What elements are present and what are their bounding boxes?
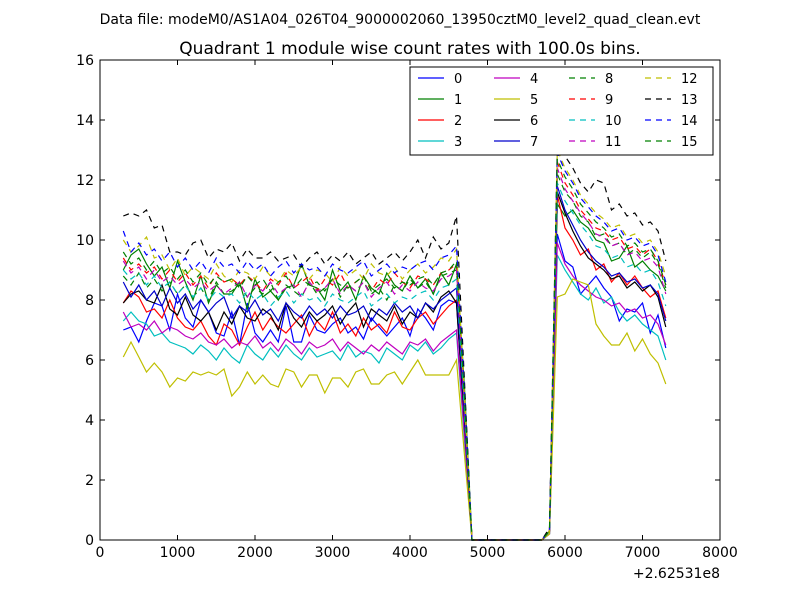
y-tick-label: 0 [85, 533, 94, 549]
y-tick-label: 16 [76, 53, 94, 69]
legend-label-module-4: 4 [530, 72, 538, 87]
legend-label-module-14: 14 [681, 114, 698, 129]
series-line-module-0 [123, 233, 667, 541]
y-tick-label: 10 [76, 233, 94, 249]
plot-area-frame [99, 59, 721, 541]
series-line-module-2 [122, 194, 667, 541]
x-tick-label: 6000 [547, 545, 583, 561]
y-tick-label: 8 [85, 293, 94, 309]
legend-label-module-6: 6 [530, 114, 538, 129]
legend-frame [409, 66, 714, 156]
x-tick-label: 7000 [625, 545, 661, 561]
y-tick-label: 4 [85, 413, 94, 429]
chart-title: Quadrant 1 module wise count rates with … [179, 39, 640, 59]
series-line-module-14 [122, 152, 667, 541]
series-line-module-6 [122, 191, 667, 541]
legend-label-module-8: 8 [605, 72, 613, 87]
legend-label-module-0: 0 [454, 72, 462, 87]
x-tick-label: 1000 [160, 545, 196, 561]
axis-ticks: 0 1000 2000 3000 4000 5000 6000 7000 80000246810… [76, 53, 738, 561]
x-tick-label: 0 [96, 545, 105, 561]
series-line-module-4 [122, 242, 667, 541]
x-tick-label: 3000 [315, 545, 351, 561]
y-tick-label: 14 [76, 113, 94, 129]
y-tick-label: 2 [85, 473, 94, 489]
series-line-module-13 [123, 145, 667, 541]
legend-label-module-7: 7 [530, 135, 538, 150]
legend-label-module-1: 1 [454, 93, 462, 108]
series-line-module-10 [122, 182, 667, 541]
legend-label-module-5: 5 [530, 93, 538, 108]
legend-label-module-3: 3 [454, 135, 462, 150]
legend-label-module-9: 9 [605, 93, 613, 108]
figure-suptitle: Data file: modeM0/AS1A04_026T04_90000020… [100, 12, 701, 28]
y-tick-label: 12 [76, 173, 94, 189]
legend-label-module-10: 10 [605, 114, 622, 129]
x-offset-label: +2.62531e8 [633, 566, 720, 582]
series-line-module-5 [122, 278, 667, 541]
series-line-module-8 [122, 173, 667, 541]
series-line-module-3 [122, 254, 667, 541]
legend-label-module-2: 2 [454, 114, 462, 129]
series-line-module-11 [122, 167, 667, 541]
y-tick-label: 6 [85, 353, 94, 369]
x-tick-label: 2000 [237, 545, 273, 561]
series-line-module-1 [122, 202, 667, 541]
series-line-module-15 [122, 158, 667, 541]
legend-label-module-11: 11 [605, 135, 622, 150]
series-layer [122, 145, 667, 541]
series-line-module-12 [122, 149, 667, 541]
legend-label-module-13: 13 [681, 93, 698, 108]
legend-label-module-12: 12 [681, 72, 698, 87]
x-tick-label: 5000 [470, 545, 506, 561]
legend-label-module-15: 15 [681, 135, 698, 150]
x-tick-label: 4000 [392, 545, 428, 561]
x-tick-label: 8000 [702, 545, 738, 561]
